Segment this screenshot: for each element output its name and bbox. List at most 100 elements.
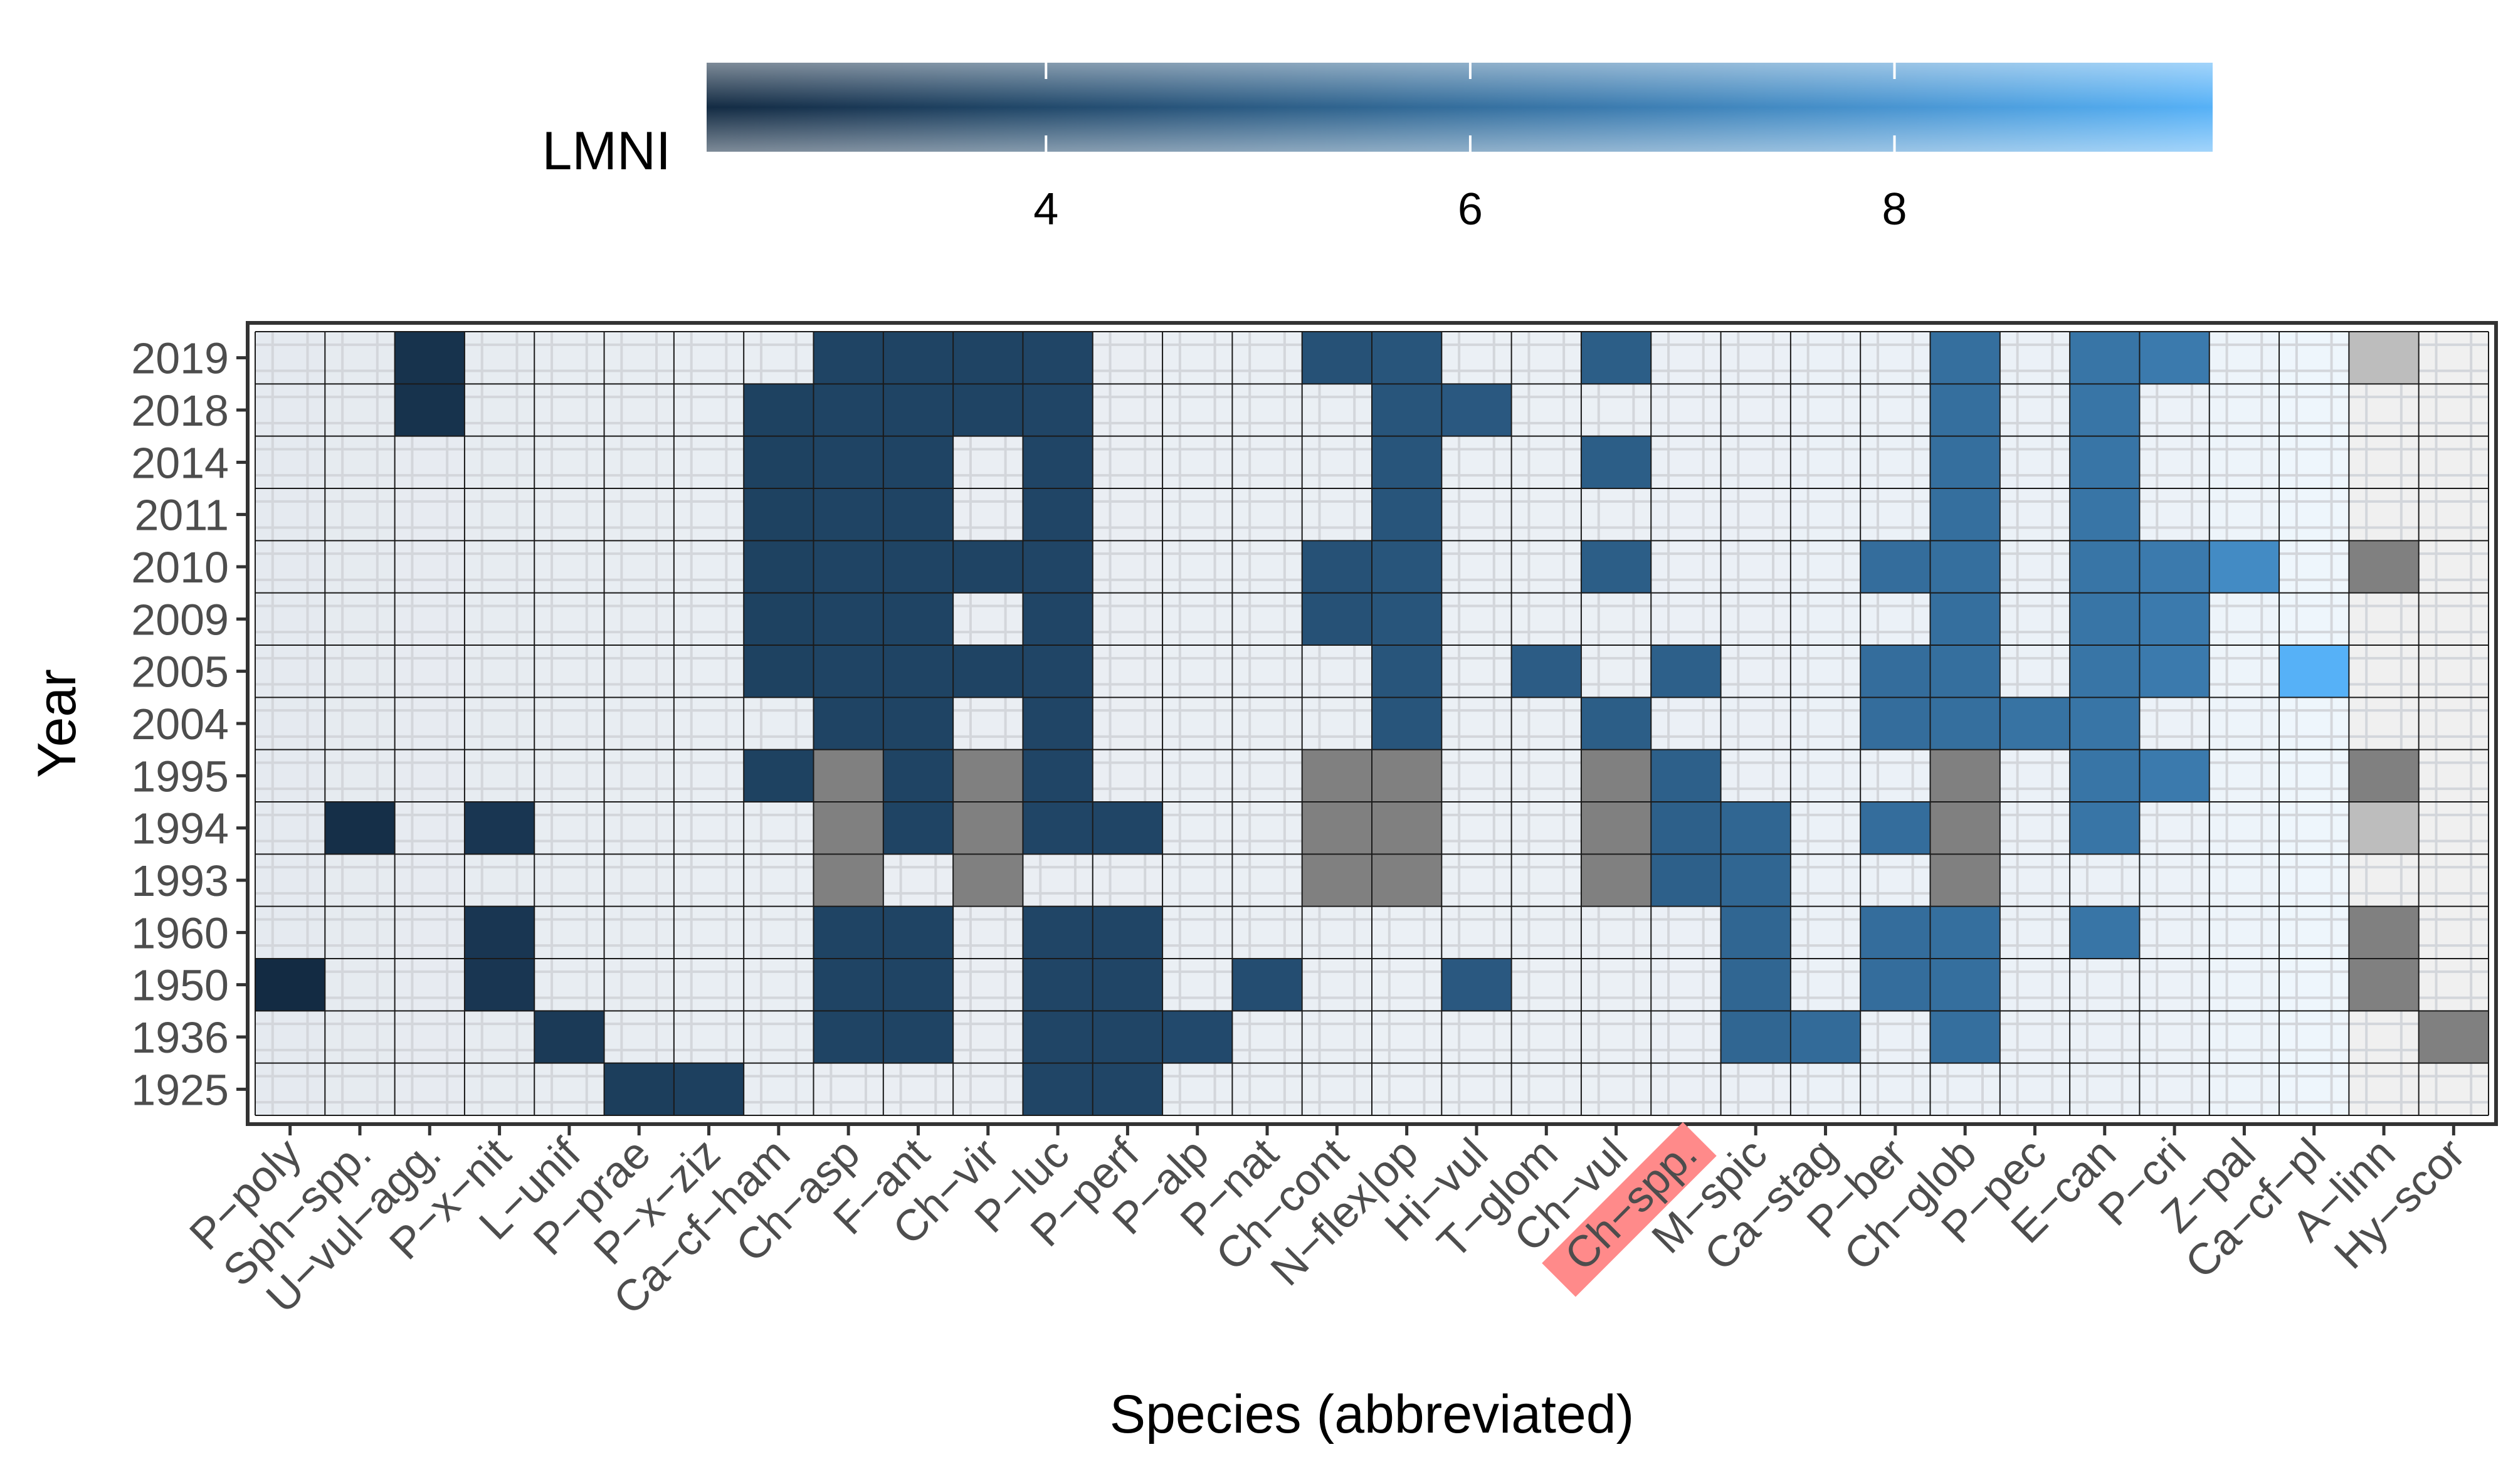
heatmap-cell <box>1581 854 1651 907</box>
heatmap-cell <box>2139 645 2210 698</box>
heatmap-cell <box>2139 592 2210 645</box>
heatmap-cell <box>744 540 814 593</box>
heatmap-cell <box>813 592 883 645</box>
heatmap-cell <box>1720 802 1791 855</box>
heatmap-cell <box>2070 592 2140 645</box>
heatmap-cell <box>1930 645 2000 698</box>
heatmap-cell <box>1720 959 1791 1011</box>
heatmap-cell <box>2070 802 2140 855</box>
heatmap-cell <box>2349 332 2419 384</box>
heatmap-cell <box>1930 854 2000 907</box>
heatmap-cell <box>1023 645 1093 698</box>
y-tick-label: 2011 <box>134 491 229 540</box>
heatmap-cell <box>2349 802 2419 855</box>
y-axis: 2019201820142011201020092005200419951994… <box>131 334 248 1114</box>
y-tick-label: 2004 <box>131 700 229 749</box>
column-background <box>1162 332 1233 1115</box>
heatmap-cell <box>883 697 954 750</box>
column-background <box>1302 332 1372 1115</box>
y-tick-label: 1994 <box>131 804 229 853</box>
heatmap-cell <box>464 802 535 855</box>
heatmap-cell <box>1790 1011 1861 1063</box>
heatmap-cell <box>2418 1011 2489 1063</box>
heatmap-cell <box>1023 959 1093 1011</box>
heatmap-cell <box>1302 749 1372 802</box>
heatmap-cell <box>2349 749 2419 802</box>
column-background <box>2139 332 2210 1115</box>
heatmap-cell <box>2279 645 2349 698</box>
heatmap-cell <box>1372 540 1442 593</box>
heatmap-cell <box>1930 436 2000 488</box>
color-legend: LMNI 4 6 8 <box>542 63 2213 234</box>
column-background <box>325 332 396 1115</box>
heatmap-cell <box>1581 436 1651 488</box>
heatmap-cell <box>883 959 954 1011</box>
heatmap-cell <box>1930 332 2000 384</box>
heatmap-cell <box>2349 906 2419 959</box>
heatmap-cell <box>2070 645 2140 698</box>
heatmap-cell <box>1023 697 1093 750</box>
heatmap-cell <box>394 332 465 384</box>
heatmap-cell <box>1092 959 1163 1011</box>
y-tick-label: 2014 <box>131 438 229 487</box>
heatmap-cell <box>813 645 883 698</box>
heatmap-cell <box>1023 540 1093 593</box>
heatmap-cell <box>2070 749 2140 802</box>
heatmap-cell <box>1092 1011 1163 1063</box>
heatmap-cell <box>2139 332 2210 384</box>
heatmap-cell <box>1930 540 2000 593</box>
heatmap-cell <box>1720 854 1791 907</box>
heatmap-cell <box>1372 592 1442 645</box>
y-tick-label: 1995 <box>131 752 229 801</box>
heatmap-cell <box>464 959 535 1011</box>
heatmap-cell <box>1023 1011 1093 1063</box>
heatmap-cell <box>883 592 954 645</box>
heatmap-cell <box>2070 540 2140 593</box>
column-background <box>604 332 675 1115</box>
heatmap-cell <box>604 1063 674 1115</box>
x-axis: P−polySph−spp.U−vul−agg.P−x−nitL−unifP−p… <box>180 1122 2474 1323</box>
heatmap-cell <box>1441 384 1512 436</box>
heatmap-cell <box>2070 384 2140 436</box>
y-tick-label: 1925 <box>131 1065 229 1114</box>
heatmap-cell <box>1581 749 1651 802</box>
heatmap-cell <box>1581 697 1651 750</box>
heatmap-cell <box>1860 959 1931 1011</box>
column-background <box>2418 332 2489 1115</box>
heatmap-cell <box>813 540 883 593</box>
heatmap-cell <box>1023 749 1093 802</box>
column-background <box>534 332 605 1115</box>
heatmap-cell <box>1372 436 1442 488</box>
heatmap-cell <box>744 645 814 698</box>
heatmap-cell <box>534 1011 604 1063</box>
heatmap-cell <box>1930 802 2000 855</box>
heatmap-cell <box>1720 1011 1791 1063</box>
heatmap-cell <box>1162 1011 1233 1063</box>
heatmap-cell <box>1930 906 2000 959</box>
legend-colorbar-shading <box>707 63 2213 152</box>
heatmap-cell <box>2139 749 2210 802</box>
y-tick-label: 2019 <box>131 334 229 383</box>
legend-tick-label: 4 <box>1033 184 1058 234</box>
heatmap-cell <box>1581 540 1651 593</box>
heatmap-cell <box>1302 854 1372 907</box>
heatmap-cell <box>813 436 883 488</box>
heatmap-cell <box>813 906 883 959</box>
heatmap-cell <box>744 384 814 436</box>
heatmap-cell <box>2209 540 2280 593</box>
heatmap-cell <box>813 749 883 802</box>
legend-title: LMNI <box>542 121 671 181</box>
heatmap-cell <box>1930 384 2000 436</box>
heatmap-cell <box>813 854 883 907</box>
heatmap-cell <box>1023 1063 1093 1115</box>
heatmap-cell <box>1372 488 1442 541</box>
heatmap-cells <box>255 332 2489 1115</box>
heatmap-cell <box>1930 592 2000 645</box>
column-background <box>1511 332 1582 1115</box>
heatmap-cell <box>2349 540 2419 593</box>
y-tick-label: 2005 <box>131 648 229 697</box>
heatmap-cell <box>813 384 883 436</box>
heatmap-cell <box>2139 540 2210 593</box>
heatmap-cell <box>883 1011 954 1063</box>
heatmap-cell <box>813 1011 883 1063</box>
